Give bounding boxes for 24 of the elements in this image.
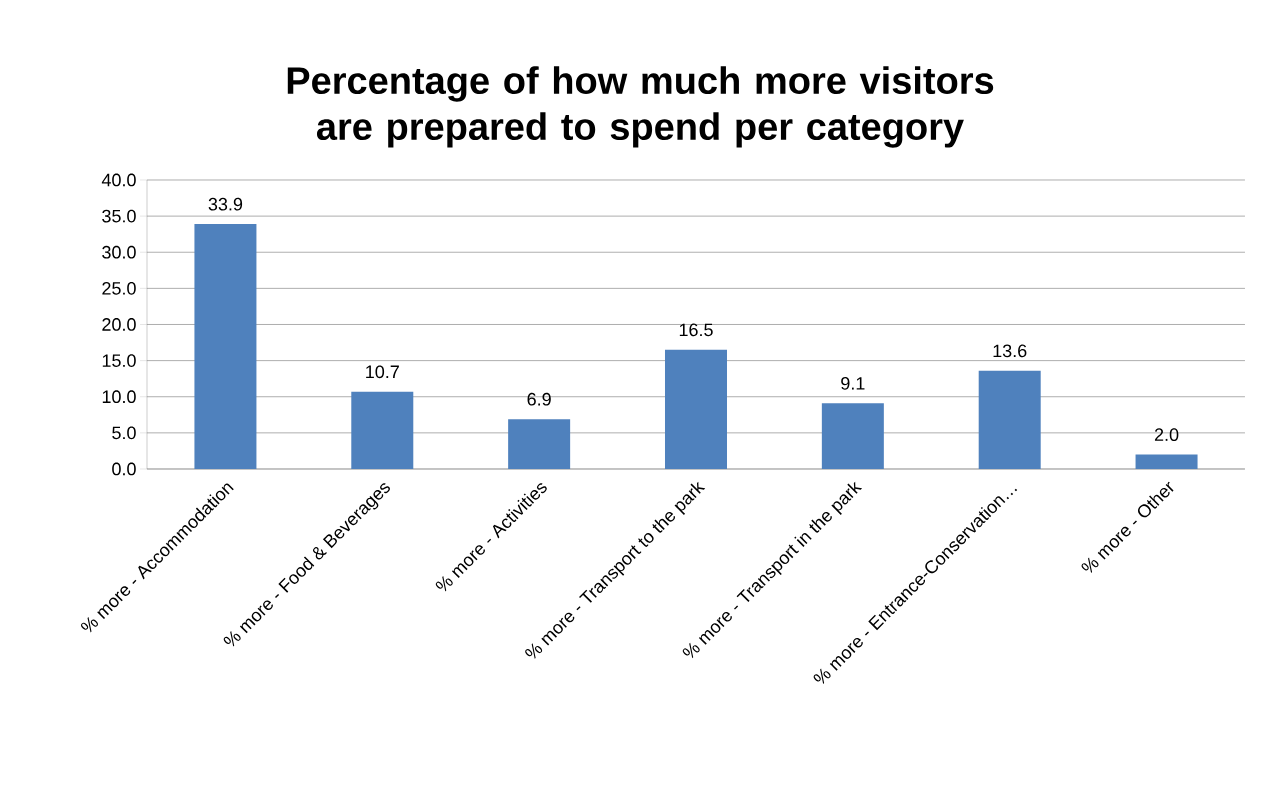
bar xyxy=(978,370,1041,469)
data-label: 10.7 xyxy=(366,365,399,379)
data-label: 2.0 xyxy=(1154,428,1179,442)
data-label: 33.9 xyxy=(208,197,243,211)
y-tick-label: 40.0 xyxy=(101,173,136,187)
bar xyxy=(351,391,414,469)
y-tick-label: 35.0 xyxy=(102,209,136,223)
bar xyxy=(194,224,257,469)
bar xyxy=(821,403,884,469)
y-tick-label: 15.0 xyxy=(102,354,136,367)
bar xyxy=(664,349,727,469)
y-tick-label: 10.0 xyxy=(102,390,136,404)
data-label: 16.5 xyxy=(679,323,713,337)
y-tick-label: 25.0 xyxy=(102,281,136,295)
y-tick-label: 0.0 xyxy=(112,462,136,476)
data-label: 13.6 xyxy=(993,344,1027,358)
data-label: 9.1 xyxy=(841,376,865,390)
y-tick-label: 30.0 xyxy=(102,245,136,259)
y-tick-label: 20.0 xyxy=(102,318,136,331)
bar xyxy=(508,419,571,469)
y-tick-label: 5.0 xyxy=(112,426,136,440)
chart-title: Percentage of how much more visitors are prepared to spend per category xyxy=(287,66,994,148)
data-label: 6.9 xyxy=(527,392,551,406)
bar xyxy=(1135,454,1198,469)
